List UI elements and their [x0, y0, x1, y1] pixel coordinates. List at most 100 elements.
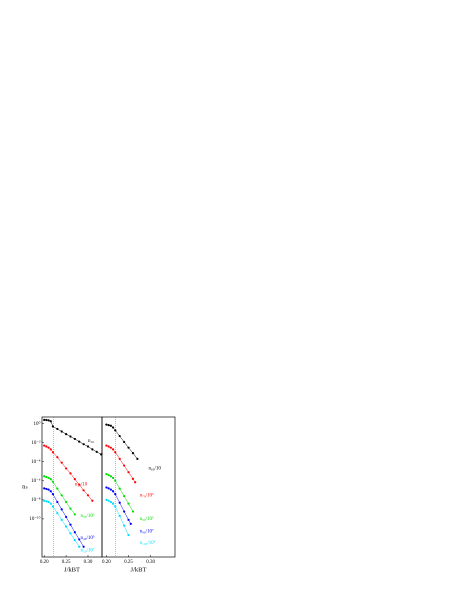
- data-point: [78, 440, 81, 443]
- data-point: [127, 446, 130, 449]
- data-point: [86, 494, 90, 497]
- data-point: [49, 448, 52, 451]
- data-point: [45, 418, 48, 422]
- data-point: [45, 487, 48, 491]
- annotation: n₁₀: [88, 439, 94, 444]
- y-tick-label: 10⁻⁶: [31, 478, 41, 484]
- data-point: [78, 538, 81, 541]
- data-point: [91, 448, 94, 451]
- data-point: [111, 502, 115, 505]
- x-tick-label: 0.20: [102, 560, 111, 565]
- data-point: [56, 487, 59, 490]
- data-point: [43, 418, 46, 421]
- data-point: [107, 473, 110, 477]
- data-point: [60, 430, 63, 433]
- data-point: [114, 479, 117, 482]
- data-point: [107, 424, 110, 427]
- data-point: [64, 525, 68, 528]
- data-point: [114, 493, 117, 496]
- data-point: [69, 435, 72, 438]
- series-line: [106, 499, 129, 536]
- data-point: [123, 524, 126, 527]
- data-point: [78, 545, 81, 548]
- x-tick-label: 0.20: [40, 560, 49, 565]
- data-point: [114, 505, 117, 508]
- data-point: [73, 513, 76, 516]
- data-point: [127, 533, 130, 537]
- data-point: [118, 514, 121, 518]
- y-tick-label: 10⁻⁴: [31, 459, 41, 465]
- data-point: [109, 500, 112, 504]
- data-point: [118, 487, 121, 490]
- data-point: [123, 464, 126, 467]
- data-point: [127, 471, 130, 474]
- annotation: n₃₀/10³: [81, 513, 95, 519]
- data-point: [43, 444, 46, 447]
- data-point: [49, 420, 52, 423]
- data-point: [105, 498, 108, 501]
- data-point: [118, 501, 121, 504]
- data-point: [129, 522, 132, 525]
- data-point: [86, 445, 90, 448]
- x-tick-label: 0.25: [124, 560, 133, 565]
- data-point: [111, 490, 115, 493]
- data-point: [118, 457, 121, 460]
- annotation: n₉₀/10⁷: [140, 528, 154, 534]
- data-point: [109, 446, 112, 449]
- data-point: [47, 419, 50, 422]
- annotation: n₅₀/10⁷: [81, 547, 95, 553]
- data-point: [69, 507, 72, 510]
- data-point: [69, 523, 72, 526]
- data-point: [107, 487, 110, 490]
- data-point: [51, 480, 55, 483]
- data-point: [51, 451, 55, 454]
- series-line: [44, 419, 102, 455]
- data-point: [43, 499, 46, 502]
- data-point: [123, 440, 126, 444]
- data-point: [69, 532, 72, 535]
- data-point: [43, 475, 46, 478]
- series-line: [106, 473, 134, 512]
- data-point: [114, 429, 117, 432]
- data-point: [51, 425, 55, 428]
- annotation: n₁₀₀/10⁹: [140, 540, 156, 546]
- data-point: [82, 545, 85, 548]
- x-tick-label: 0.30: [146, 560, 155, 565]
- data-point: [45, 445, 48, 448]
- data-point: [60, 461, 63, 464]
- data-point: [51, 505, 55, 508]
- series-line: [106, 487, 131, 525]
- annotation: n₆₀/10: [148, 467, 161, 472]
- data-point: [105, 444, 108, 447]
- annotation: n₂₀/10: [75, 483, 88, 488]
- series-line: [106, 424, 138, 460]
- series-line: [44, 488, 84, 547]
- data-point: [47, 488, 50, 491]
- x-tick-label: 0.25: [62, 560, 71, 565]
- data-point: [45, 475, 48, 479]
- data-point: [107, 499, 110, 502]
- data-point: [56, 456, 59, 459]
- data-point: [51, 493, 55, 496]
- data-point: [82, 489, 85, 492]
- series-line: [106, 445, 136, 483]
- data-point: [43, 487, 46, 490]
- data-point: [78, 483, 81, 486]
- x-axis-label: J/kBT: [131, 566, 147, 573]
- data-point: [111, 476, 115, 480]
- series-line: [44, 476, 76, 515]
- data-point: [47, 500, 50, 504]
- data-point: [91, 499, 94, 502]
- data-point: [64, 433, 68, 436]
- data-point: [64, 515, 68, 519]
- y-axis-label: nₛ: [22, 483, 28, 490]
- data-point: [49, 490, 52, 493]
- data-point: [73, 437, 76, 441]
- data-point: [45, 500, 48, 503]
- y-tick-label: 10⁻⁸: [31, 497, 41, 503]
- data-point: [47, 476, 50, 480]
- data-point: [64, 500, 68, 504]
- annotation: n₄₀/10⁵: [81, 535, 95, 541]
- data-point: [136, 457, 139, 460]
